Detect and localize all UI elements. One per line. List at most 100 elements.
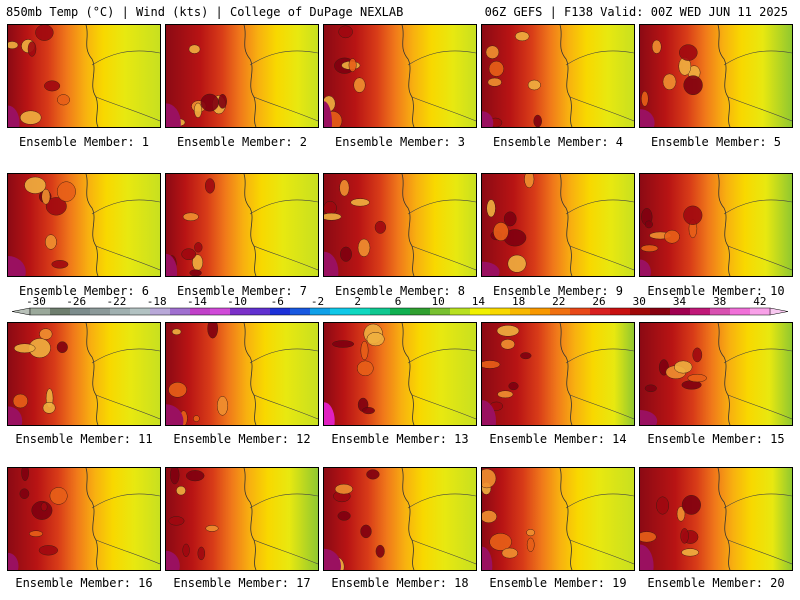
member-map-panel xyxy=(639,173,793,277)
member-caption: Ensemble Member: 19 xyxy=(489,576,627,590)
member-caption: Ensemble Member: 1 xyxy=(18,135,150,149)
colorbar-tick-label: 18 xyxy=(512,295,525,308)
member-caption: Ensemble Member: 7 xyxy=(176,284,308,298)
colorbar-tick-label: 14 xyxy=(472,295,486,308)
member-caption: Ensemble Member: 3 xyxy=(334,135,466,149)
colorbar-tick-label: -6 xyxy=(271,295,284,308)
colorbar-swatch xyxy=(110,308,131,315)
member-map-panel xyxy=(639,467,793,571)
member-map-panel xyxy=(481,467,635,571)
member-map-panel xyxy=(7,467,161,571)
member-caption: Ensemble Member: 17 xyxy=(173,576,311,590)
colorbar-tick-label: 30 xyxy=(633,295,646,308)
member-caption: Ensemble Member: 9 xyxy=(492,284,624,298)
member-map-panel xyxy=(481,173,635,277)
colorbar-tick-label: 6 xyxy=(395,295,402,308)
member-map-panel xyxy=(323,173,477,277)
colorbar-tick-label: -14 xyxy=(187,295,207,308)
colorbar-swatch xyxy=(330,308,351,315)
member-caption: Ensemble Member: 13 xyxy=(331,432,469,446)
colorbar-swatch xyxy=(490,308,511,315)
member-map-panel xyxy=(481,24,635,128)
member-map-panel xyxy=(481,322,635,426)
colorbar-tick-label: 10 xyxy=(432,295,445,308)
colorbar-tick-label: -18 xyxy=(147,295,167,308)
colorbar-swatch xyxy=(310,308,331,315)
member-map-panel xyxy=(165,173,319,277)
colorbar-swatch xyxy=(510,308,531,315)
member-map-panel xyxy=(165,24,319,128)
colorbar-swatch xyxy=(170,308,191,315)
member-caption: Ensemble Member: 11 xyxy=(15,432,153,446)
colorbar-swatch xyxy=(570,308,591,315)
colorbar-swatch xyxy=(650,308,671,315)
colorbar-swatch xyxy=(370,308,391,315)
member-caption: Ensemble Member: 5 xyxy=(650,135,782,149)
colorbar-swatch xyxy=(450,308,471,315)
temperature-colorbar: -30 -26 -22 -18 -14 -10 -6 -2 2 6 10 14 18 22 26 30 34 38… xyxy=(11,295,789,316)
member-map-panel xyxy=(323,322,477,426)
colorbar-tick-label: 34 xyxy=(673,295,687,308)
colorbar-tick-label: -26 xyxy=(66,295,86,308)
colorbar-max-arrow xyxy=(769,307,789,316)
colorbar-swatch xyxy=(270,308,291,315)
colorbar-swatch xyxy=(390,308,411,315)
colorbar-swatch xyxy=(590,308,611,315)
colorbar-swatch xyxy=(230,308,251,315)
member-map-panel xyxy=(7,173,161,277)
colorbar-swatch xyxy=(470,308,491,315)
member-map-panel xyxy=(165,467,319,571)
colorbar-swatch xyxy=(430,308,451,315)
colorbar-swatch xyxy=(410,308,431,315)
colorbar-tick-label: 42 xyxy=(753,295,766,308)
colorbar-tick-label: 22 xyxy=(552,295,565,308)
colorbar-swatch xyxy=(530,308,551,315)
colorbar-swatch xyxy=(190,308,211,315)
member-caption: Ensemble Member: 6 xyxy=(18,284,150,298)
colorbar-tick-label: -22 xyxy=(106,295,126,308)
colorbar-swatch xyxy=(290,308,311,315)
colorbar-swatch xyxy=(630,308,651,315)
member-caption: Ensemble Member: 12 xyxy=(173,432,311,446)
colorbar-tick-label: 2 xyxy=(354,295,361,308)
colorbar-tick-label: 38 xyxy=(713,295,726,308)
member-map-panel xyxy=(165,322,319,426)
model-run-info: 06Z GEFS | F138 Valid: 00Z WED JUN 11 20… xyxy=(484,5,788,19)
colorbar-swatch xyxy=(130,308,151,315)
member-caption: Ensemble Member: 20 xyxy=(647,576,785,590)
colorbar-min-arrow xyxy=(11,307,31,316)
colorbar-swatch xyxy=(710,308,731,315)
member-caption: Ensemble Member: 4 xyxy=(492,135,624,149)
member-caption: Ensemble Member: 18 xyxy=(331,576,469,590)
colorbar-swatch xyxy=(750,308,771,315)
member-caption: Ensemble Member: 2 xyxy=(176,135,308,149)
member-caption: Ensemble Member: 8 xyxy=(334,284,466,298)
colorbar-swatch xyxy=(30,308,51,315)
member-caption: Ensemble Member: 15 xyxy=(647,432,785,446)
colorbar-swatch xyxy=(730,308,751,315)
member-map-panel xyxy=(639,322,793,426)
colorbar-tick-label: -30 xyxy=(26,295,46,308)
colorbar-swatch xyxy=(250,308,271,315)
member-map-panel xyxy=(323,467,477,571)
colorbar-swatch xyxy=(70,308,91,315)
member-map-panel xyxy=(7,24,161,128)
colorbar-swatch xyxy=(670,308,691,315)
map-title: 850mb Temp (°C) | Wind (kts) | College o… xyxy=(6,5,404,19)
colorbar-swatch xyxy=(150,308,171,315)
colorbar-tick-label: 26 xyxy=(592,295,605,308)
member-caption: Ensemble Member: 14 xyxy=(489,432,627,446)
member-caption: Ensemble Member: 10 xyxy=(647,284,785,298)
member-map-panel xyxy=(639,24,793,128)
colorbar-tick-label: -2 xyxy=(311,295,324,308)
member-map-panel xyxy=(323,24,477,128)
member-map-panel xyxy=(7,322,161,426)
colorbar-swatch xyxy=(690,308,711,315)
colorbar-swatch xyxy=(350,308,371,315)
colorbar-swatch xyxy=(210,308,231,315)
colorbar-swatch xyxy=(90,308,111,315)
colorbar-swatch xyxy=(610,308,631,315)
member-caption: Ensemble Member: 16 xyxy=(15,576,153,590)
colorbar-swatch xyxy=(550,308,571,315)
colorbar-swatch xyxy=(50,308,71,315)
